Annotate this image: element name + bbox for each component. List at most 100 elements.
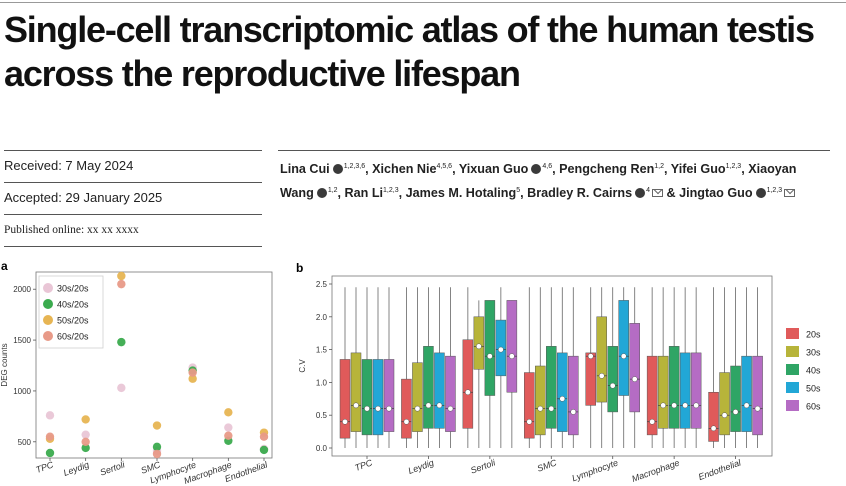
author-affiliation: 1,2,3 [766,187,783,195]
panel-b-legend-label: 60s [806,402,821,412]
panel-b-x-tick-label: Lymphocyte [571,457,620,483]
panel-b-x-tick-label: Sertoli [469,457,497,475]
author-affiliation: 4,6 [542,163,553,170]
panel-b-box-30s [473,316,485,370]
panel-a-label: a [1,259,8,273]
panel-b-median-point [465,389,471,396]
panel-b-median-point [436,402,443,409]
author-0[interactable]: Lina Cui 1,2,3,6 [280,162,365,176]
orcid-icon[interactable] [316,188,327,199]
author-4[interactable]: Yifei Guo1,2,3 [671,162,741,176]
author-1[interactable]: Xichen Nie4,5,6 [372,162,452,176]
panel-b-box-60s [752,355,763,436]
author-5[interactable]: Xiaoyan Wang 1,2 [280,162,796,200]
panel-b-box-20s [524,372,535,439]
panel-b-legend-swatch [786,346,799,357]
panel-b-box-40s [423,346,434,429]
panel-b-median-point [364,405,370,412]
panel-b-box-30s [350,352,362,432]
author-name: Pengcheng Ren [559,162,655,177]
panel-a-legend-swatch [43,299,53,309]
orcid-icon[interactable] [635,188,646,199]
panel-b-box-30s [535,365,546,436]
panel-b-legend-swatch [786,382,799,393]
panel-b-box-30s [719,372,730,436]
panel-a-point-30s/20s [81,430,90,439]
panel-a-legend-swatch [43,283,53,293]
panel-b-box-40s [361,359,373,436]
email-icon[interactable] [652,189,663,198]
author-2[interactable]: Yixuan Guo 4,6 [459,162,552,176]
panel-a-point-50s/20s [152,421,162,430]
panel-a-point-40s/20s [117,337,126,347]
panel-b-box-40s [730,365,741,432]
panel-b-x-tick-label: Endothelial [697,457,743,482]
panel-a-y-tick-label: 2000 [13,285,31,294]
author-7[interactable]: James M. Hotaling5 [406,186,520,200]
panel-b-box-60s [690,352,702,429]
top-rule [0,2,846,3]
panel-a-point-40s/20s [81,443,90,453]
panel-b-box-60s [445,355,456,432]
orcid-icon[interactable] [755,188,766,199]
panel-a-point-30s/20s [224,423,233,432]
panel-b-box-40s [668,346,680,429]
panel-b-median-point [487,353,493,360]
panel-b-box-50s [679,352,691,429]
author-name: Lina Cui [280,162,330,177]
published-date: Published online: xx xx xxxx [4,214,262,246]
author-name: Yixuan Guo [458,162,529,177]
panel-b-y-tick-label: 0.0 [316,444,328,453]
panel-b-legend-swatch [786,328,799,339]
panel-b-x-tick-label: Leydig [407,457,435,475]
panel-b-median-point [682,402,688,409]
author-affiliation: 1,2 [327,187,338,195]
panel-a-point-60s/20s [45,432,55,441]
publication-dates: Received: 7 May 2024 Accepted: 29 Januar… [4,150,262,248]
panel-a-point-60s/20s [188,368,197,377]
accepted-date: Accepted: 29 January 2025 [4,182,262,214]
orcid-icon[interactable] [332,164,343,175]
panel-b-median-point [721,412,728,419]
panel-b-box-60s [568,355,579,436]
panel-b-median-point [509,353,515,360]
author-name: Xiaoyan Wang [280,162,797,201]
author-affiliation: 1,2,3 [725,163,742,170]
panel-b-median-point [403,418,410,425]
panel-b-box-50s [618,300,629,396]
panel-b-legend-label: 30s [806,348,821,358]
panel-b-label: b [296,261,303,275]
author-9[interactable]: Jingtao Guo 1,2,3 [679,186,796,200]
orcid-icon[interactable] [531,164,542,175]
panel-b-box-60s [506,300,518,393]
meta-divider [4,246,262,248]
panel-b-median-point [526,418,533,425]
author-6[interactable]: Ran Li1,2,3 [345,186,399,200]
panel-b-x-tick-label: TPC [353,457,374,473]
panel-a-legend-label: 30s/20s [57,284,89,294]
panel-a-y-tick-label: 1000 [13,387,31,396]
email-icon[interactable] [784,189,796,198]
author-affiliation: 5 [516,187,521,195]
panel-a-point-60s/20s [81,437,90,446]
author-8[interactable]: Bradley R. Cairns 4 [527,186,663,200]
panel-b-box-60s [383,359,395,432]
panel-b-x-tick-label: Macrophage [630,457,680,484]
panel-b-box-20s [585,352,596,406]
panel-b-y-tick-label: 2.5 [316,280,328,289]
panel-a-legend-swatch [43,331,53,341]
panel-b-median-point [598,372,605,379]
panel-a-legend-swatch [43,315,53,325]
author-name: Yifei Guo [670,162,726,177]
panel-b-box-30s [412,362,423,432]
received-date: Received: 7 May 2024 [4,150,262,182]
panel-b-median-point [559,395,566,402]
panel-a-point-30s/20s [117,383,126,393]
panel-b-median-point [671,402,677,409]
panel-b-median-point [620,353,627,360]
panel-a-point-40s/20s [259,445,269,455]
panel-b-legend-label: 40s [806,366,821,376]
author-3[interactable]: Pengcheng Ren1,2 [559,162,664,176]
panel-b-y-tick-label: 0.5 [316,411,328,420]
